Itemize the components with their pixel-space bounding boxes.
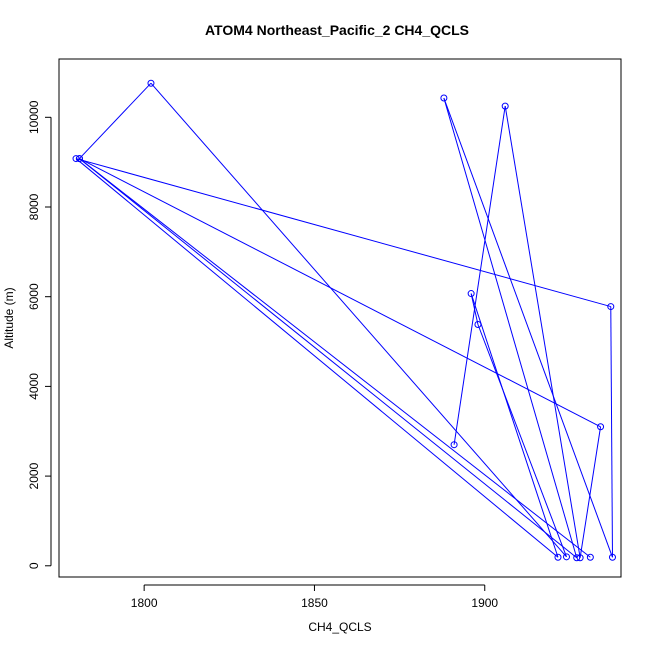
chart-title: ATOM4 Northeast_Pacific_2 CH4_QCLS <box>205 22 469 38</box>
series-line-segment <box>443 97 613 558</box>
x-tick-label: 1900 <box>471 596 498 610</box>
series-lines <box>75 82 613 559</box>
data-point <box>554 553 562 561</box>
x-axis: 1800 1850 1900 <box>131 584 498 610</box>
series-line-segment <box>477 324 567 557</box>
data-point <box>586 553 594 561</box>
series-line-segment <box>504 106 581 558</box>
series-line-segment <box>79 158 591 558</box>
x-tick-label: 1800 <box>131 596 158 610</box>
series-line-segment <box>443 97 578 558</box>
series-points <box>72 79 616 562</box>
data-point <box>501 102 509 110</box>
y-axis-label: Altitude (m) <box>2 287 16 348</box>
data-point <box>474 321 482 329</box>
series-line-segment <box>470 293 479 325</box>
series-line-segment <box>75 158 611 308</box>
data-point <box>467 290 475 298</box>
series-line-segment <box>75 158 559 558</box>
data-point <box>608 553 616 561</box>
x-axis-label: CH4_QCLS <box>308 620 371 634</box>
y-tick-label: 10000 <box>27 100 41 134</box>
data-point <box>597 423 605 431</box>
data-point <box>607 303 615 311</box>
data-point <box>75 155 83 163</box>
y-tick-label: 4000 <box>27 373 41 400</box>
data-point <box>440 94 448 102</box>
series-line-segment <box>79 82 152 159</box>
y-tick-label: 2000 <box>27 462 41 489</box>
series-line-segment <box>579 426 602 558</box>
series-line-segment <box>470 293 559 558</box>
series-line-segment <box>150 82 567 558</box>
y-axis: 0 2000 4000 6000 8000 10000 <box>27 100 52 569</box>
y-tick-label: 6000 <box>27 283 41 310</box>
series-line-segment <box>79 158 578 559</box>
plot-frame <box>58 58 622 578</box>
data-point <box>450 441 458 449</box>
series-line-segment <box>79 158 601 428</box>
series-line-segment <box>610 306 613 558</box>
data-point <box>147 79 155 87</box>
series-line-segment <box>453 106 506 445</box>
data-point <box>72 155 80 163</box>
data-point <box>576 554 584 562</box>
y-tick-label: 0 <box>27 562 41 569</box>
data-point <box>563 553 571 561</box>
x-tick-label: 1850 <box>301 596 328 610</box>
y-tick-label: 8000 <box>27 193 41 220</box>
data-point <box>573 554 581 562</box>
